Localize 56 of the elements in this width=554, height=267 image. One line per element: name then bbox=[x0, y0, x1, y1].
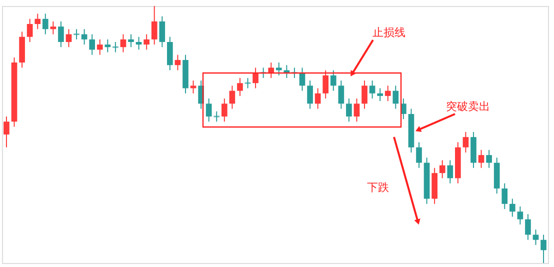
candlestick bbox=[50, 20, 56, 35]
candlestick bbox=[151, 6, 158, 46]
candlestick bbox=[244, 77, 251, 89]
candlestick bbox=[447, 160, 454, 184]
candlestick bbox=[362, 80, 368, 110]
candlestick bbox=[190, 80, 196, 94]
candlestick bbox=[322, 70, 329, 100]
candlestick bbox=[377, 88, 383, 102]
candlestick bbox=[354, 98, 360, 122]
candlestick bbox=[221, 98, 228, 122]
candlestick bbox=[486, 149, 492, 168]
annotation: 下跌 bbox=[367, 181, 389, 194]
candlestick bbox=[478, 149, 484, 168]
candlestick bbox=[252, 67, 258, 89]
candlestick bbox=[89, 34, 96, 56]
candlestick bbox=[26, 18, 33, 42]
candlestick bbox=[532, 229, 539, 246]
candlestick bbox=[439, 160, 446, 179]
candlestick bbox=[384, 85, 391, 102]
candlestick bbox=[338, 80, 344, 110]
candlestick bbox=[136, 36, 142, 50]
candlestick bbox=[369, 80, 376, 100]
candlestick bbox=[74, 28, 80, 40]
candlestick bbox=[144, 34, 150, 50]
candlestick bbox=[392, 85, 399, 110]
candlestick bbox=[96, 38, 103, 56]
candlestick bbox=[167, 36, 173, 71]
candlestick bbox=[4, 116, 10, 148]
candlestick bbox=[517, 206, 524, 225]
candlestick bbox=[42, 13, 48, 35]
candlestick bbox=[120, 34, 126, 53]
candlestick bbox=[509, 198, 516, 218]
candlestick bbox=[330, 70, 336, 92]
candlestick bbox=[502, 182, 508, 210]
candlestick bbox=[128, 34, 134, 48]
candlestick bbox=[104, 38, 111, 53]
annotation: 突破卖出 bbox=[446, 100, 490, 113]
candlestick bbox=[268, 62, 274, 78]
candlestick bbox=[81, 28, 88, 46]
candlestick bbox=[462, 131, 469, 153]
candlestick bbox=[159, 16, 166, 48]
candlestick bbox=[416, 142, 422, 168]
candlestick bbox=[66, 28, 72, 48]
candlestick bbox=[174, 54, 181, 71]
candlestick bbox=[307, 80, 313, 110]
candlestick bbox=[229, 85, 236, 110]
annotation: 止损线 bbox=[372, 26, 406, 39]
candlestick bbox=[314, 88, 321, 110]
candlestick bbox=[346, 98, 352, 122]
candlestick bbox=[112, 41, 118, 53]
candlestick bbox=[237, 77, 243, 96]
candlestick bbox=[276, 62, 282, 76]
candlestick bbox=[540, 234, 546, 264]
candlestick bbox=[34, 13, 41, 30]
candlestick bbox=[525, 214, 531, 240]
candlestick bbox=[58, 20, 64, 48]
